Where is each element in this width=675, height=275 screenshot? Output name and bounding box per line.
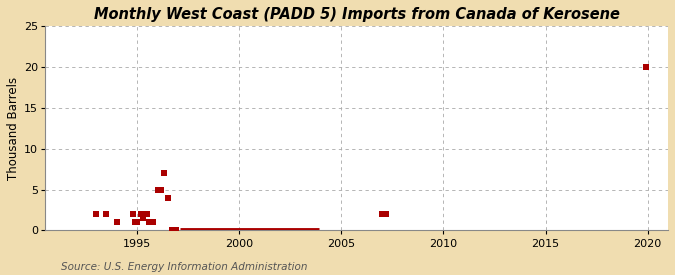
Point — [148, 220, 159, 224]
Point — [144, 220, 155, 224]
Point — [155, 187, 166, 192]
Point — [142, 212, 153, 216]
Point — [130, 220, 140, 224]
Point — [381, 212, 392, 216]
Point — [128, 212, 138, 216]
Point — [167, 228, 178, 233]
Point — [91, 212, 102, 216]
Point — [162, 196, 173, 200]
Point — [138, 216, 148, 220]
Point — [158, 171, 169, 175]
Point — [101, 212, 112, 216]
Y-axis label: Thousand Barrels: Thousand Barrels — [7, 77, 20, 180]
Point — [111, 220, 122, 224]
Title: Monthly West Coast (PADD 5) Imports from Canada of Kerosene: Monthly West Coast (PADD 5) Imports from… — [94, 7, 620, 22]
Point — [152, 187, 163, 192]
Point — [136, 212, 146, 216]
Point — [171, 228, 182, 233]
Point — [641, 65, 651, 69]
Point — [146, 220, 157, 224]
Point — [132, 220, 142, 224]
Text: Source: U.S. Energy Information Administration: Source: U.S. Energy Information Administ… — [61, 262, 307, 272]
Point — [377, 212, 387, 216]
